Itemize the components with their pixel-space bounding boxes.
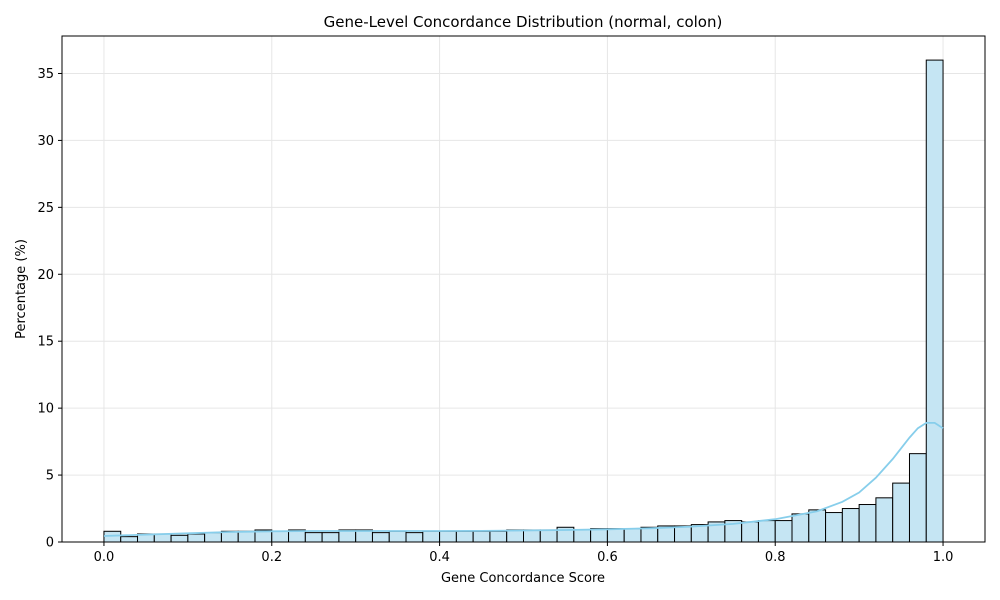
histogram-bar (674, 525, 692, 543)
histogram-bar (371, 532, 390, 543)
x-tick-label: 0.0 (94, 550, 115, 565)
y-tick-label: 30 (37, 134, 54, 149)
histogram-bar (455, 530, 474, 543)
x-axis-ticks: 0.0 0.2 0.4 0.6 0.8 1.0 (94, 542, 954, 565)
x-tick-label: 0.6 (597, 550, 618, 565)
histogram-bar (170, 534, 189, 543)
histogram-bar (606, 528, 625, 543)
histogram-bar (573, 529, 592, 543)
histogram-bar (908, 453, 927, 543)
x-tick-label: 0.2 (261, 550, 282, 565)
histogram-bar (925, 59, 944, 543)
y-tick-label: 15 (37, 335, 54, 350)
histogram-bar (640, 526, 659, 543)
y-axis-ticks: 0 5 10 15 20 25 30 35 (37, 67, 62, 551)
histogram-bar (204, 532, 222, 543)
y-tick-label: 25 (37, 201, 54, 216)
histogram-bar (187, 533, 206, 543)
x-tick-label: 0.4 (429, 550, 450, 565)
x-axis-title: Gene Concordance Score (441, 571, 605, 586)
histogram-bar (808, 509, 827, 543)
histogram-bar (439, 530, 457, 543)
histogram-bar (388, 530, 407, 543)
histogram-bar (120, 536, 139, 543)
histogram-bar (623, 528, 642, 543)
histogram-bar (791, 513, 810, 543)
grid (62, 36, 985, 543)
histogram-bar (304, 532, 323, 543)
histogram-bar (892, 482, 910, 543)
y-tick-label: 20 (37, 268, 54, 283)
histogram-bar (405, 532, 424, 543)
y-tick-label: 5 (46, 469, 54, 484)
y-tick-label: 35 (37, 67, 54, 82)
y-tick-label: 10 (37, 402, 54, 417)
kde-line (103, 422, 944, 537)
histogram-bar (539, 529, 558, 543)
histogram-bar (153, 533, 172, 543)
histogram-bar (506, 529, 524, 543)
histogram-bar (271, 530, 290, 543)
x-tick-label: 0.8 (765, 550, 786, 565)
x-tick-label: 1.0 (933, 550, 954, 565)
y-tick-label: 0 (46, 536, 54, 551)
histogram-bar (774, 520, 793, 543)
chart-title: Gene-Level Concordance Distribution (nor… (324, 13, 723, 31)
histogram-bar (523, 529, 541, 543)
histogram-bar (422, 530, 441, 543)
histogram-bar (841, 508, 860, 543)
histogram-bar (825, 512, 843, 543)
bars (103, 59, 944, 543)
histogram-bar (741, 521, 759, 543)
histogram-bar (858, 504, 877, 543)
histogram-bar (237, 530, 256, 543)
histogram-bar (489, 530, 508, 543)
histogram-bar (321, 532, 340, 543)
histogram-bar (875, 497, 894, 543)
histogram-bar (472, 530, 491, 543)
histogram-bar (757, 520, 776, 543)
plot-frame (61, 35, 986, 543)
histogram-bar (590, 528, 608, 543)
y-axis-title: Percentage (%) (14, 239, 29, 339)
